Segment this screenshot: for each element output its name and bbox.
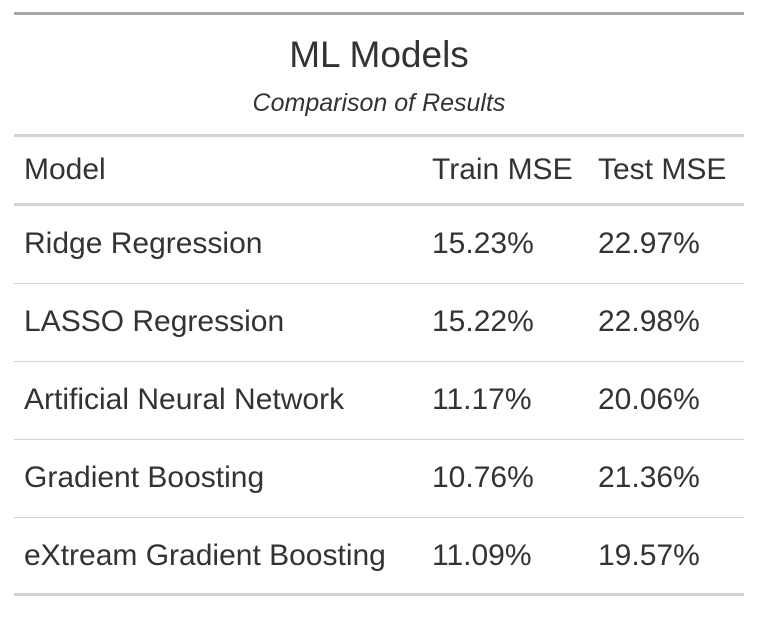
table-bottom-rule xyxy=(14,593,744,596)
column-header-rule xyxy=(14,203,744,206)
table-subtitle: Comparison of Results xyxy=(252,89,506,117)
model-name-cell: Gradient Boosting xyxy=(24,460,265,494)
row-divider xyxy=(14,439,744,440)
model-name-cell: eXtream Gradient Boosting xyxy=(24,538,386,572)
test-mse-cell: 22.97% xyxy=(598,226,700,260)
test-mse-cell: 22.98% xyxy=(598,304,700,338)
table-row: eXtream Gradient Boosting 11.09% 19.57% xyxy=(14,518,744,593)
results-table: ML Models Comparison of Results Model Tr… xyxy=(14,12,744,596)
test-mse-cell: 20.06% xyxy=(598,382,700,416)
test-mse-cell: 19.57% xyxy=(598,538,700,572)
row-divider xyxy=(14,361,744,362)
row-divider xyxy=(14,283,744,284)
train-mse-cell: 15.22% xyxy=(432,304,534,338)
table-title: ML Models xyxy=(289,34,469,75)
train-mse-cell: 11.09% xyxy=(432,538,532,572)
model-name-cell: Artificial Neural Network xyxy=(24,382,345,416)
table-top-rule xyxy=(14,12,744,15)
row-divider xyxy=(14,517,744,518)
table-row: LASSO Regression 15.22% 22.98% xyxy=(14,284,744,359)
header-top-rule xyxy=(14,134,744,137)
model-name-cell: LASSO Regression xyxy=(24,304,285,338)
table-row: Artificial Neural Network 11.17% 20.06% xyxy=(14,362,744,437)
model-name-cell: Ridge Regression xyxy=(24,226,263,260)
test-mse-cell: 21.36% xyxy=(598,460,700,494)
column-header-test-mse: Test MSE xyxy=(598,153,727,186)
table-row: Ridge Regression 15.23% 22.97% xyxy=(14,206,744,281)
column-header-train-mse: Train MSE xyxy=(432,153,573,186)
train-mse-cell: 10.76% xyxy=(432,460,534,494)
train-mse-cell: 15.23% xyxy=(432,226,534,260)
column-header-model: Model xyxy=(24,153,106,186)
train-mse-cell: 11.17% xyxy=(432,382,532,416)
table-row: Gradient Boosting 10.76% 21.36% xyxy=(14,440,744,515)
column-header-row: Model Train MSE Test MSE xyxy=(14,137,744,203)
